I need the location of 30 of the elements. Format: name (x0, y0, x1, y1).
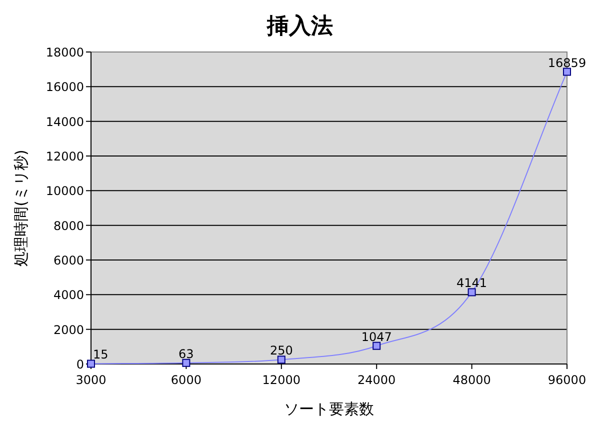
x-axis-title: ソート要素数 (284, 400, 374, 418)
y-tick-label: 4000 (53, 288, 84, 302)
data-label: 4141 (456, 276, 488, 290)
y-tick-label: 14000 (46, 114, 84, 129)
y-tick-label: 10000 (46, 184, 84, 198)
point (372, 342, 381, 350)
x-tick-label: 6000 (170, 373, 202, 387)
y-tick-label: 18000 (46, 46, 84, 60)
x-tick-label: 96000 (548, 373, 586, 387)
y-tick-label: 6000 (53, 254, 84, 268)
y-tick-label: 16000 (46, 80, 84, 94)
point (563, 68, 571, 76)
data-label: 63 (178, 346, 194, 361)
data-label: 1047 (361, 330, 392, 344)
point (468, 288, 476, 296)
x-tick-label: 3000 (76, 373, 106, 387)
y-tick-label: 2000 (53, 322, 84, 337)
data-label: 15 (93, 348, 108, 362)
y-axis-title: 処理時間(ミリ秒) (12, 150, 30, 266)
data-label: 16859 (548, 56, 586, 70)
chart-title: 挿入法 (266, 14, 333, 39)
y-tick-label: 12000 (46, 150, 84, 164)
data-label: 250 (270, 344, 293, 358)
point (277, 356, 286, 364)
x-tick-label: 48000 (452, 373, 491, 387)
x-tick-label: 24000 (358, 373, 396, 387)
x-tick-label: 12000 (262, 373, 300, 387)
y-tick-label: 8000 (53, 218, 84, 233)
y-tick-label: 0 (76, 358, 84, 372)
point (182, 358, 190, 367)
